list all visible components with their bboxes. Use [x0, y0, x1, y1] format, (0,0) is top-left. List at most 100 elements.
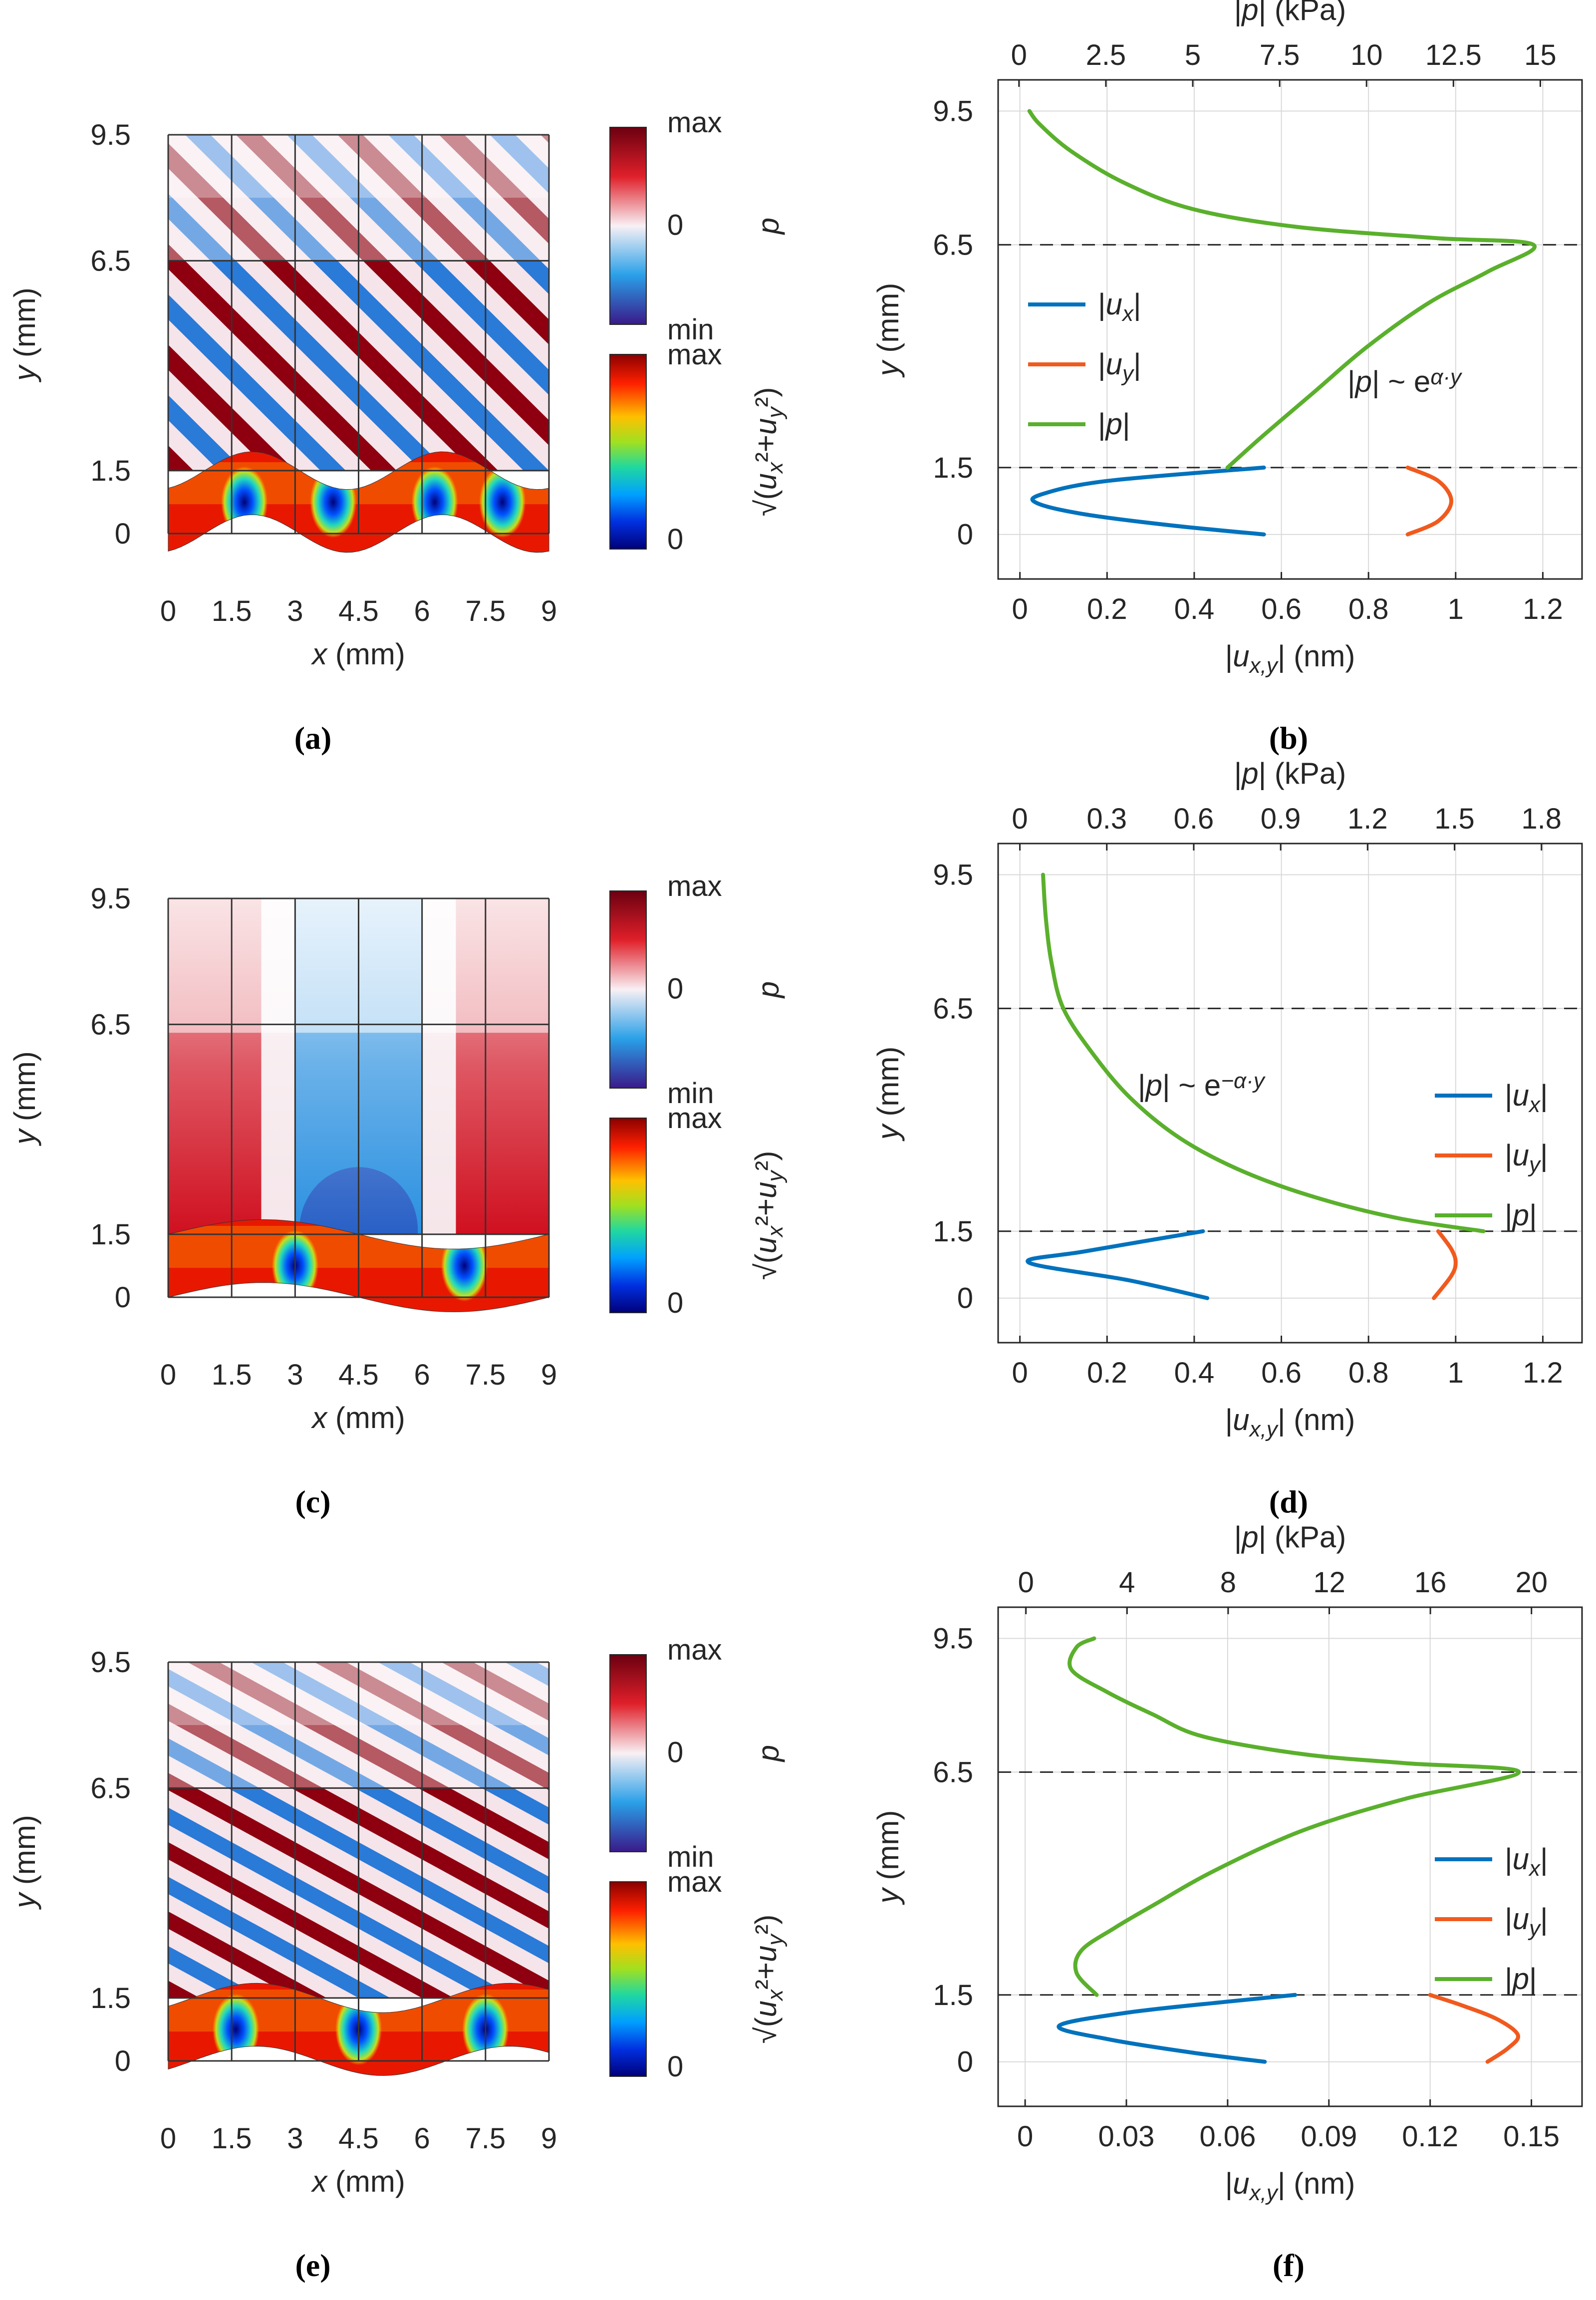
y-tick-label: 1.5 — [933, 452, 973, 484]
x2-tick-label: 1.5 — [1434, 803, 1475, 835]
x-tick-label: 0.2 — [1087, 1357, 1127, 1389]
caption-a: (a) — [294, 720, 332, 756]
colorbar-pressure-zero: 0 — [667, 1736, 683, 1769]
series-line-uy — [1428, 1993, 1520, 2064]
legend-label: |p| — [1505, 1962, 1537, 1996]
pressure-stripe — [0, 1620, 73, 1998]
pressure-stripe — [981, 93, 1387, 471]
displacement-min-spot — [221, 466, 268, 538]
caption-f: (f) — [1273, 2248, 1305, 2283]
x-tick-label: 7.5 — [466, 2122, 506, 2155]
x-tick-label: 3 — [287, 1359, 303, 1391]
y-axis-label: y (mm) — [871, 283, 905, 378]
heatmap-panel-e: 0 1.5 3 4.5 6 7.5 9 0 1.5 6.5 9.5 x (mm) y (mm) max 0 m… — [0, 1620, 1596, 2283]
pressure-stripe — [1082, 93, 1488, 471]
pressure-stripe — [879, 93, 1285, 471]
legend-label: |ux| — [1505, 1079, 1548, 1117]
colorbar-pressure-zero: 0 — [667, 209, 683, 242]
series-line-uy — [1432, 1229, 1458, 1300]
pressure-stripe — [803, 93, 1209, 471]
pressure-stripe — [0, 93, 168, 471]
x2-tick-label: 12 — [1313, 1566, 1345, 1599]
y-tick-label: 1.5 — [90, 1982, 131, 2014]
legend-label: |uy| — [1098, 347, 1141, 386]
x-tick-label: 0.4 — [1174, 593, 1215, 625]
pressure-stripe — [219, 1662, 549, 1842]
x-tick-label: 7.5 — [466, 1359, 506, 1391]
caption-b: (b) — [1269, 720, 1308, 756]
pressure-stripe — [1031, 1620, 1596, 1998]
pressure-stripe — [168, 395, 245, 471]
x-tick-label: 0.8 — [1348, 593, 1389, 625]
pressure-stripe — [1158, 1620, 1596, 1998]
pressure-stripe — [540, 135, 549, 143]
x-tick-label: 0 — [160, 1359, 176, 1391]
caption-d: (d) — [1269, 1484, 1308, 1519]
x-axis-label: |ux,y| (nm) — [1225, 639, 1355, 678]
y-tick-label: 9.5 — [933, 95, 973, 128]
line-panel-f: 0 0.03 0.06 0.09 0.12 0.15 0 4 8 12 16 20 0 1.5 6.5 9.5… — [871, 1520, 1583, 2283]
pressure-stripe — [0, 93, 16, 471]
y-tick-label: 9.5 — [933, 1623, 973, 1655]
caption-e: (e) — [295, 2248, 330, 2283]
displacement-min-spot — [441, 1230, 488, 1302]
pressure-stripe — [168, 1963, 232, 1998]
x-tick-label: 1.5 — [212, 2122, 252, 2155]
pressure-stripe — [168, 193, 448, 471]
pressure-stripe — [676, 93, 1082, 471]
pressure-stripe — [0, 1620, 9, 1998]
pressure-stripe — [491, 1620, 1215, 1998]
series-line-p — [1067, 1636, 1521, 1997]
x-tick-label: 6 — [414, 2122, 430, 2155]
colorbar-pressure-max: max — [667, 1634, 722, 1666]
y-tick-label: 0 — [957, 2046, 973, 2078]
pressure-stripe — [936, 1620, 1596, 1998]
pressure-stripe — [0, 93, 41, 471]
y-axis-label: y (mm) — [8, 1051, 41, 1147]
x-tick-label: 0 — [1012, 1357, 1028, 1389]
y-tick-label: 0 — [115, 2045, 131, 2077]
x-tick-label: 4.5 — [338, 2122, 379, 2155]
colorbar-displacement-label: √(ux²+uy²) — [749, 1151, 788, 1280]
pressure-stripe — [378, 1662, 549, 1756]
y-tick-label: 9.5 — [933, 859, 973, 891]
x2-tick-label: 0 — [1012, 803, 1028, 835]
pressure-stripe — [168, 135, 524, 471]
pressure-stripe — [745, 1620, 1469, 1998]
pressure-stripe — [388, 135, 549, 294]
x-tick-label: 0.8 — [1348, 1357, 1389, 1389]
colorbar-pressure — [609, 127, 647, 325]
y-tick-label: 0 — [115, 1281, 131, 1314]
x-tick-label: 0 — [160, 595, 176, 627]
x2-tick-label: 8 — [1220, 1566, 1236, 1599]
x-tick-label: 4.5 — [338, 1359, 379, 1391]
y-axis-label: y (mm) — [871, 1810, 905, 1906]
pressure-stripe — [0, 93, 92, 471]
y-tick-label: 9.5 — [90, 1646, 131, 1679]
pressure-stripe — [1221, 1620, 1596, 1998]
pressure-stripe — [282, 1662, 549, 1808]
pressure-stripe — [840, 1620, 1565, 1998]
x-tick-label: 0.12 — [1402, 2120, 1458, 2153]
pressure-stripe — [210, 135, 549, 471]
pressure-stripe — [904, 1620, 1596, 1998]
y-tick-label: 6.5 — [933, 229, 973, 261]
pressure-stripe — [1184, 93, 1590, 471]
caption-c: (c) — [295, 1484, 330, 1519]
x-tick-label: 1.5 — [212, 1359, 252, 1391]
colorbar-pressure-min: min — [667, 1077, 714, 1110]
series-line-ux — [1026, 1229, 1210, 1300]
x-tick-label: 9 — [541, 1359, 557, 1391]
x2-tick-label: 15 — [1524, 39, 1557, 71]
x2-tick-label: 10 — [1350, 39, 1383, 71]
colorbar-pressure-min: min — [667, 1841, 714, 1873]
displacement-min-spot — [310, 466, 357, 538]
y-tick-label: 6.5 — [90, 245, 131, 277]
x-tick-label: 0.15 — [1503, 2120, 1560, 2153]
x2-tick-label: 5 — [1185, 39, 1201, 71]
pressure-stripe — [618, 1620, 1342, 1998]
x2-tick-label: 7.5 — [1260, 39, 1300, 71]
pressure-stripe — [853, 93, 1260, 471]
pressure-stripe — [752, 93, 1158, 471]
colorbar-displacement-label: √(ux²+uy²) — [749, 387, 788, 517]
